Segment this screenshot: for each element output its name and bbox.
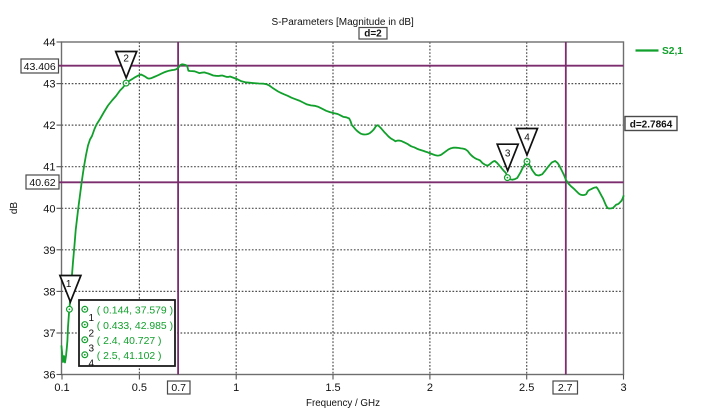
svg-text:44: 44 (43, 37, 55, 49)
svg-text:2: 2 (89, 328, 95, 339)
svg-text:d=2: d=2 (364, 29, 382, 40)
svg-text:39: 39 (43, 245, 55, 257)
svg-text:( 0.433, 42.985 ): ( 0.433, 42.985 ) (97, 321, 173, 332)
svg-text:2.7: 2.7 (558, 382, 573, 394)
svg-text:3: 3 (89, 344, 95, 355)
svg-text:S2,1: S2,1 (662, 46, 683, 57)
svg-text:( 0.144, 37.579 ): ( 0.144, 37.579 ) (97, 306, 173, 317)
svg-text:1: 1 (66, 279, 72, 290)
svg-text:0.5: 0.5 (132, 382, 147, 394)
svg-text:36: 36 (43, 370, 55, 382)
svg-text:42: 42 (43, 120, 55, 132)
svg-text:0.1: 0.1 (54, 382, 69, 394)
svg-text:0.7: 0.7 (171, 382, 186, 394)
svg-text:d=2.7864: d=2.7864 (630, 119, 673, 130)
svg-text:( 2.4, 40.727 ): ( 2.4, 40.727 ) (97, 336, 162, 347)
svg-text:3: 3 (505, 149, 511, 160)
svg-text:1: 1 (233, 382, 239, 394)
svg-text:4: 4 (524, 133, 530, 144)
svg-text:40.62: 40.62 (29, 177, 55, 189)
svg-text:37: 37 (43, 328, 55, 340)
svg-text:43.406: 43.406 (24, 61, 56, 73)
svg-text:( 2.5, 41.102 ): ( 2.5, 41.102 ) (97, 351, 162, 362)
svg-text:3: 3 (620, 382, 626, 394)
svg-text:1.5: 1.5 (325, 382, 340, 394)
svg-text:40: 40 (43, 203, 55, 215)
svg-text:38: 38 (43, 286, 55, 298)
svg-text:2.5: 2.5 (519, 382, 534, 394)
svg-text:2: 2 (123, 54, 129, 65)
svg-text:1: 1 (89, 313, 95, 324)
svg-text:S-Parameters [Magnitude in dB]: S-Parameters [Magnitude in dB] (272, 17, 415, 28)
svg-text:43: 43 (43, 79, 55, 91)
svg-text:Frequency / GHz: Frequency / GHz (306, 398, 380, 409)
svg-text:dB: dB (9, 202, 20, 215)
svg-text:41: 41 (43, 162, 55, 174)
svg-text:2: 2 (427, 382, 433, 394)
svg-text:4: 4 (89, 358, 95, 369)
